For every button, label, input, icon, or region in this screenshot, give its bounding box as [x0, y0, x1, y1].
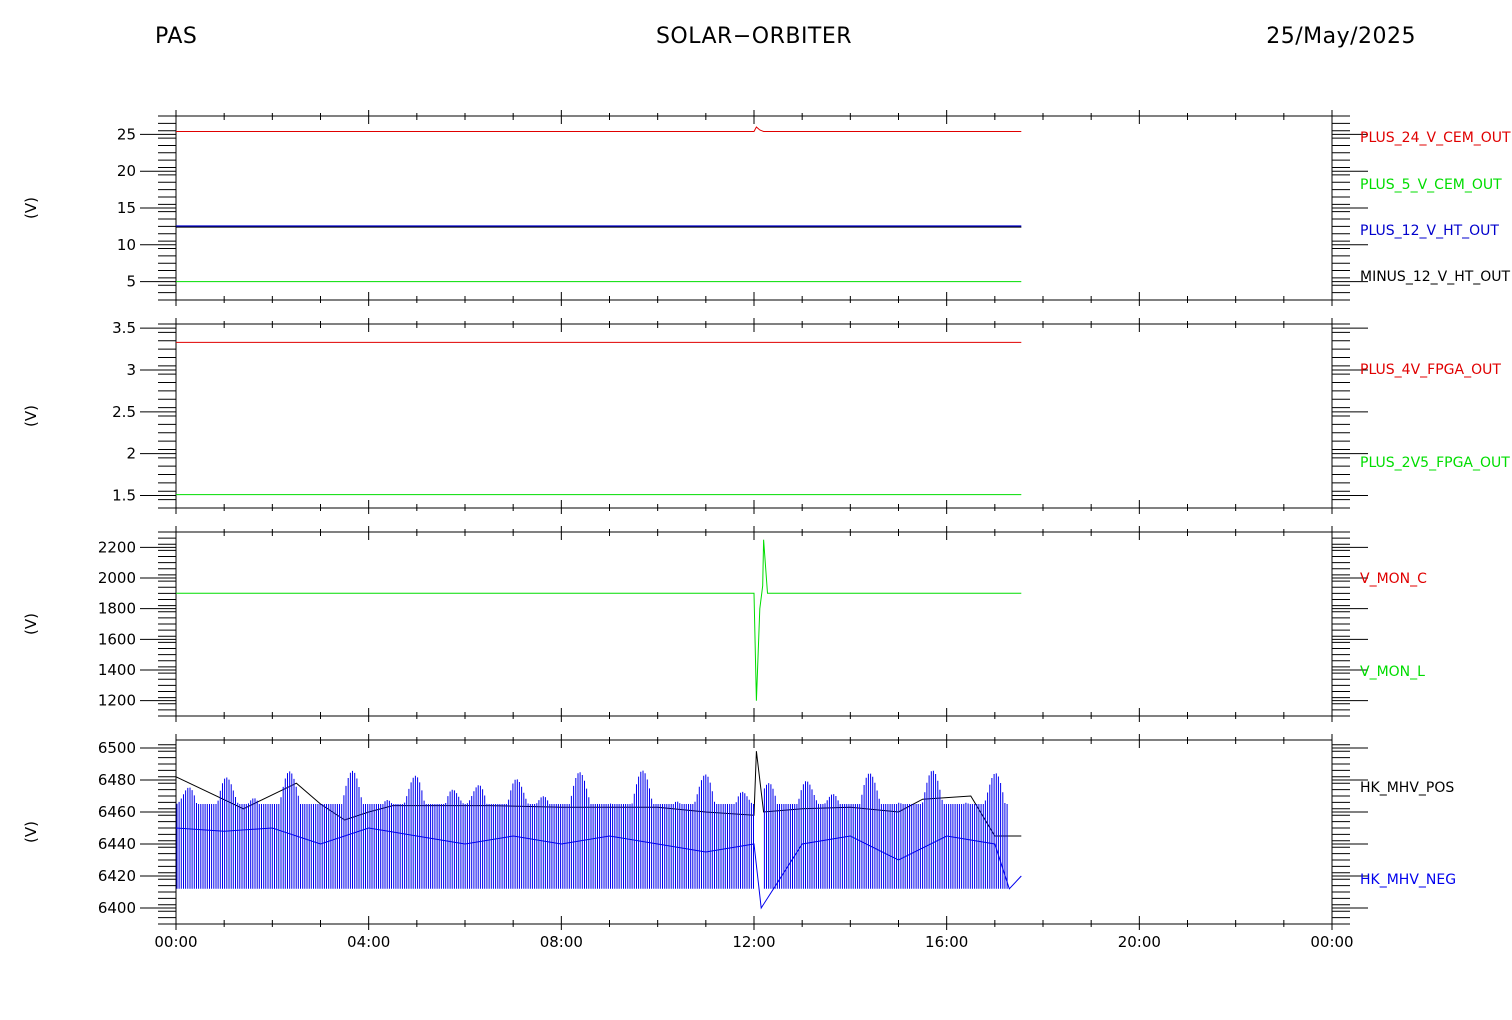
x-tick-label: 00:00	[154, 933, 197, 951]
panel-4: 6400 6420 6440 6460 6480 6500 (V) HK_MHV_POS HK_…	[22, 734, 1456, 930]
y-tick-label: 6400	[98, 899, 136, 917]
panel-frame	[175, 115, 1333, 301]
hk-mhv-neg-band	[176, 770, 1008, 889]
series-line-v_mon_l	[176, 539, 1022, 701]
x-tick-label: 04:00	[347, 933, 390, 951]
x-tick-label: 00:00	[1310, 933, 1353, 951]
series-label: MINUS_12_V_HT_OUT	[1360, 269, 1511, 285]
series-label: PLUS_12_V_HT_OUT	[1360, 223, 1499, 239]
y-tick-label: 1400	[98, 661, 136, 679]
panel-2: 1.5 2 2.5 3 3.5 (V) PLUS_4V_FPGA_OUT PLUS_2V5_F…	[22, 318, 1510, 514]
y-axis-label: (V)	[22, 405, 40, 427]
series-label: PLUS_24_V_CEM_OUT	[1360, 130, 1511, 146]
series-label: PLUS_2V5_FPGA_OUT	[1360, 455, 1510, 471]
y-tick-label: 5	[126, 273, 136, 291]
y-tick-label: 3.5	[112, 319, 136, 337]
y-tick-label: 1200	[98, 692, 136, 710]
y-axis-label: (V)	[22, 197, 40, 219]
series-label: V_MON_C	[1360, 571, 1427, 587]
x-tick-label: 16:00	[925, 933, 968, 951]
panel-3: 1200 1400 1600 1800 2000 2200 (V) V_MON_C V_MON_…	[22, 526, 1427, 722]
y-tick-label: 1800	[98, 600, 136, 618]
y-tick-label: 10	[117, 236, 136, 254]
y-tick-label: 6440	[98, 835, 136, 853]
y-tick-label: 15	[117, 199, 136, 217]
series-label: HK_MHV_NEG	[1360, 872, 1456, 888]
series-label: PLUS_4V_FPGA_OUT	[1360, 362, 1501, 378]
y-axis-label: (V)	[22, 613, 40, 635]
y-tick-label: 25	[117, 125, 136, 143]
panel-frame	[175, 531, 1333, 717]
y-tick-label: 2000	[98, 569, 136, 587]
y-tick-label: 20	[117, 162, 136, 180]
panel-1: 5 10 15 20 25 (V) PLUS_24_V_CEM_OUT PLUS_5_V_CE…	[22, 110, 1511, 306]
instrument-label: PAS	[155, 24, 198, 49]
y-tick-label: 3	[126, 361, 136, 379]
y-tick-label: 6460	[98, 803, 136, 821]
y-tick-label: 2	[126, 445, 136, 463]
y-axis-label: (V)	[22, 821, 40, 843]
mission-title: SOLAR−ORBITER	[655, 24, 853, 49]
x-tick-label: 20:00	[1118, 933, 1161, 951]
panel-frame	[175, 323, 1333, 509]
date-label: 25/May/2025	[1266, 24, 1416, 49]
series-line-plus_24_v_cem_out	[176, 126, 1022, 132]
series-label: PLUS_5_V_CEM_OUT	[1360, 177, 1502, 193]
y-tick-label: 1600	[98, 630, 136, 648]
y-tick-label: 1.5	[112, 486, 136, 504]
y-tick-label: 2.5	[112, 403, 136, 421]
series-label: HK_MHV_POS	[1360, 780, 1454, 796]
y-tick-label: 6480	[98, 771, 136, 789]
y-tick-label: 6420	[98, 867, 136, 885]
series-label: V_MON_L	[1360, 664, 1425, 680]
y-tick-label: 6500	[98, 739, 136, 757]
y-tick-label: 2200	[98, 538, 136, 556]
x-tick-label: 12:00	[732, 933, 775, 951]
x-tick-label: 08:00	[540, 933, 583, 951]
